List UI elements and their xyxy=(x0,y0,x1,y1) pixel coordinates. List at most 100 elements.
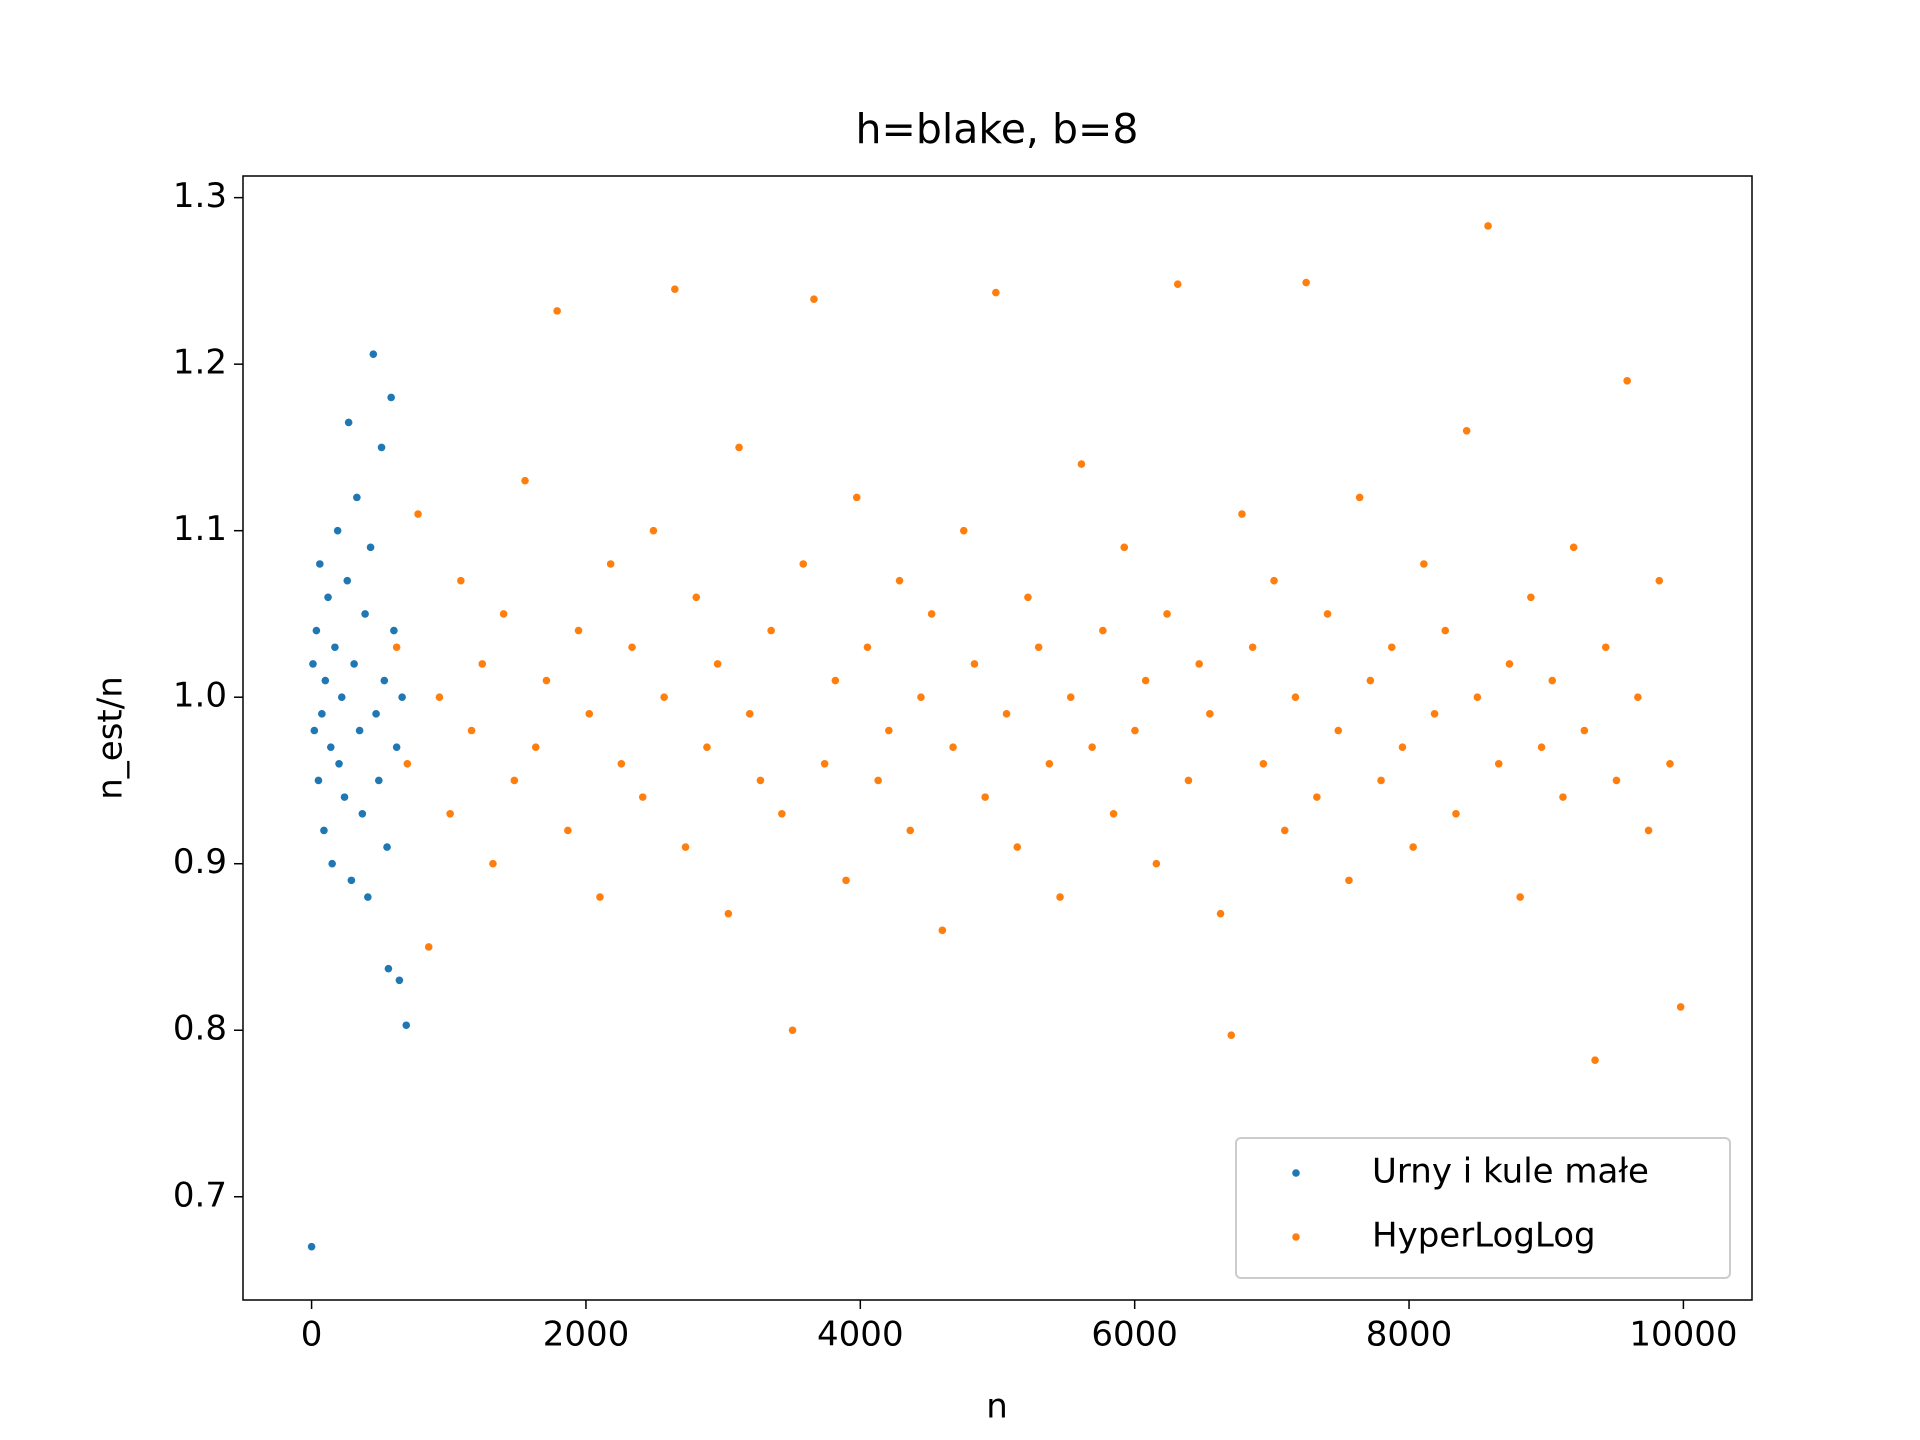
point xyxy=(1280,826,1289,835)
point xyxy=(1505,660,1514,668)
point xyxy=(333,526,342,535)
point xyxy=(1527,593,1535,602)
legend-marker xyxy=(1292,1233,1300,1241)
point xyxy=(1088,743,1096,751)
point xyxy=(457,576,465,585)
point xyxy=(1548,676,1557,685)
point xyxy=(395,976,404,985)
point xyxy=(1580,726,1589,735)
point xyxy=(628,643,636,652)
y-tick-label: 0.7 xyxy=(173,1175,227,1215)
point xyxy=(1559,793,1567,801)
point xyxy=(1484,222,1492,230)
point xyxy=(1024,593,1032,602)
point xyxy=(343,576,352,585)
point xyxy=(852,493,861,502)
point xyxy=(1612,776,1621,785)
point xyxy=(1248,643,1257,652)
point xyxy=(424,943,433,951)
point xyxy=(398,693,406,702)
point xyxy=(344,418,353,427)
point xyxy=(347,876,356,885)
point xyxy=(735,443,743,452)
point xyxy=(340,793,349,801)
point xyxy=(949,743,957,751)
point xyxy=(335,760,343,768)
point xyxy=(1216,909,1225,918)
point xyxy=(1066,693,1075,702)
point xyxy=(314,776,323,785)
point xyxy=(1077,460,1086,468)
point xyxy=(383,843,391,851)
point xyxy=(1591,1056,1599,1065)
point xyxy=(355,726,364,735)
point xyxy=(390,626,398,635)
point xyxy=(1013,843,1022,851)
chart-title: h=blake, b=8 xyxy=(856,105,1139,153)
point xyxy=(1430,710,1439,718)
point xyxy=(1420,560,1428,568)
point xyxy=(337,693,346,702)
point xyxy=(369,350,378,358)
point xyxy=(745,710,754,718)
y-tick-label: 1.2 xyxy=(173,343,227,383)
point xyxy=(1195,660,1203,668)
point xyxy=(392,643,401,652)
point xyxy=(1302,278,1310,287)
point xyxy=(320,826,328,835)
point xyxy=(1623,377,1631,385)
point xyxy=(531,743,540,751)
point xyxy=(1601,643,1610,652)
point xyxy=(1045,760,1054,768)
point xyxy=(1644,826,1653,835)
point xyxy=(1184,776,1193,785)
point xyxy=(510,776,519,785)
point xyxy=(1366,676,1375,685)
point xyxy=(1109,809,1118,818)
point xyxy=(638,793,647,801)
point xyxy=(831,676,840,685)
point xyxy=(1270,576,1278,585)
point xyxy=(402,1021,411,1030)
point xyxy=(895,576,904,585)
point xyxy=(885,726,893,735)
point xyxy=(788,1026,797,1035)
point xyxy=(596,893,604,901)
point xyxy=(499,610,508,618)
point xyxy=(1120,543,1129,552)
point xyxy=(1227,1031,1236,1040)
point xyxy=(1516,893,1524,901)
point xyxy=(435,693,444,702)
point xyxy=(377,443,386,452)
point xyxy=(842,876,850,885)
point xyxy=(564,826,572,835)
point xyxy=(366,543,375,552)
point xyxy=(970,660,979,668)
x-tick-label: 10000 xyxy=(1629,1315,1737,1355)
point xyxy=(863,643,872,652)
point xyxy=(649,526,658,535)
point xyxy=(1452,809,1460,818)
point xyxy=(992,288,1000,297)
point xyxy=(553,307,561,315)
point xyxy=(585,710,594,718)
point xyxy=(1313,793,1321,801)
y-tick-label: 1.3 xyxy=(173,176,227,216)
point xyxy=(1259,760,1268,768)
point xyxy=(1569,543,1578,552)
point xyxy=(1345,876,1353,885)
point xyxy=(1473,693,1482,702)
point xyxy=(384,964,393,973)
point xyxy=(1387,643,1396,652)
point xyxy=(446,809,454,818)
point xyxy=(799,560,808,568)
point xyxy=(326,743,335,751)
point xyxy=(1676,1003,1685,1011)
point xyxy=(874,776,882,785)
point xyxy=(1206,710,1214,718)
y-tick-label: 1.1 xyxy=(173,509,227,549)
point xyxy=(959,526,968,535)
point xyxy=(307,1242,316,1251)
point xyxy=(324,593,332,602)
legend-label: HyperLogLog xyxy=(1372,1216,1596,1256)
